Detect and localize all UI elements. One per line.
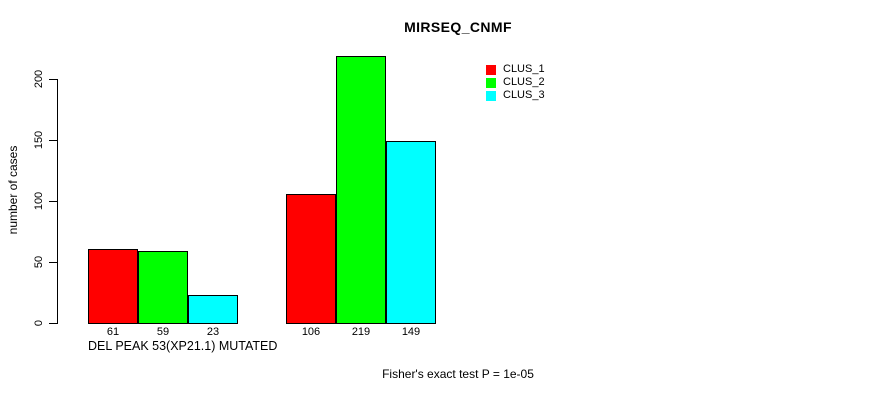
- bar-value-label: 219: [351, 326, 371, 338]
- y-tick-label: 50: [33, 255, 45, 269]
- bar-value-label: 23: [206, 326, 220, 338]
- legend: CLUS_1 CLUS_2 CLUS_3: [486, 63, 545, 102]
- legend-item: CLUS_3: [486, 89, 545, 102]
- y-tick-mark: [49, 79, 57, 80]
- y-axis: [57, 79, 58, 324]
- bar-value-label: 61: [106, 326, 120, 338]
- y-tick-mark: [49, 323, 57, 324]
- y-axis-label: number of cases: [6, 145, 20, 235]
- legend-item: CLUS_1: [486, 63, 545, 76]
- x-axis-group-label: DEL PEAK 53(XP21.1) MUTATED: [88, 339, 278, 353]
- bar-clus_1-group1: [88, 249, 138, 324]
- y-tick-mark: [49, 140, 57, 141]
- bar-clus_3-group1: [188, 295, 238, 324]
- chart-footnote: Fisher's exact test P = 1e-05: [382, 367, 534, 381]
- chart-title: MIRSEQ_CNMF: [404, 19, 512, 35]
- bar-value-label: 149: [401, 326, 421, 338]
- bar-clus_2-group2: [336, 56, 386, 324]
- legend-swatch: [486, 64, 496, 75]
- y-tick-label: 0: [33, 319, 45, 327]
- bar-clus_3-group2: [386, 141, 436, 324]
- legend-label: CLUS_3: [503, 89, 545, 101]
- bar-value-label: 59: [156, 326, 170, 338]
- legend-swatch: [486, 90, 496, 101]
- legend-label: CLUS_2: [503, 76, 545, 88]
- legend-label: CLUS_1: [503, 63, 545, 75]
- legend-item: CLUS_2: [486, 76, 545, 89]
- y-tick-mark: [49, 262, 57, 263]
- bar-value-label: 106: [301, 326, 321, 338]
- y-tick-mark: [49, 201, 57, 202]
- y-tick-label: 200: [33, 69, 45, 89]
- bar-clus_1-group2: [286, 194, 336, 324]
- y-tick-label: 150: [33, 130, 45, 150]
- legend-swatch: [486, 77, 496, 88]
- bar-clus_2-group1: [138, 251, 188, 324]
- y-tick-label: 100: [33, 191, 45, 211]
